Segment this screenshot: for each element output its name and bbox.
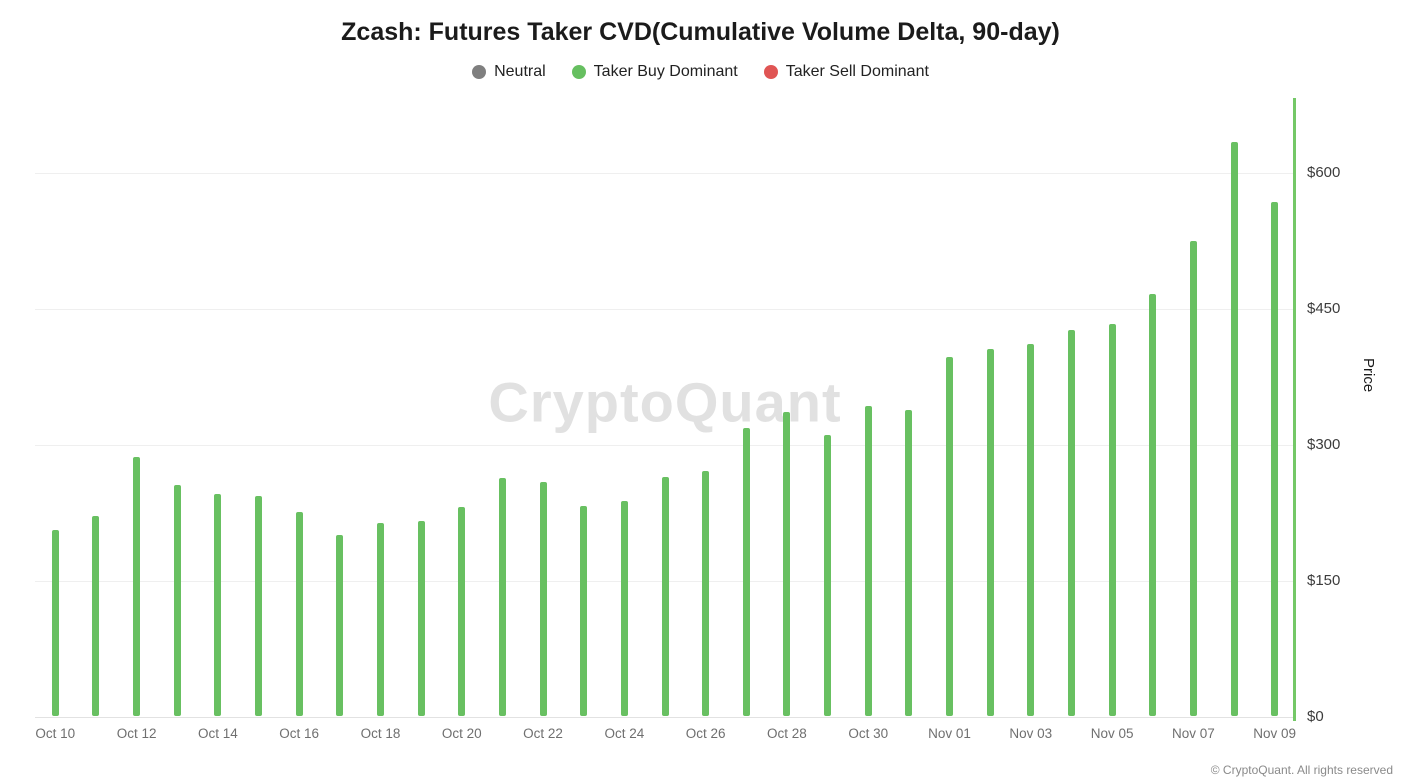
x-tick-nov-03: Nov 03 <box>1009 726 1053 741</box>
bar-oct-15[interactable] <box>255 496 263 716</box>
bar-oct-27[interactable] <box>742 428 750 716</box>
bar-oct-23[interactable] <box>580 505 588 716</box>
bar-oct-30[interactable] <box>864 405 872 716</box>
bar-oct-14[interactable] <box>214 493 222 716</box>
legend-item-taker-sell[interactable]: Taker Sell Dominant <box>763 63 929 81</box>
bar-oct-31[interactable] <box>905 410 913 716</box>
x-tick-oct-26: Oct 26 <box>685 726 726 741</box>
legend-label-taker-sell: Taker Sell Dominant <box>785 63 929 80</box>
bar-oct-11[interactable] <box>92 516 100 716</box>
bar-nov-09[interactable] <box>1271 201 1279 716</box>
gridline-300 <box>35 444 1295 446</box>
y-tick-150: $150 <box>1307 571 1341 589</box>
x-tick-oct-20: Oct 20 <box>441 726 482 741</box>
y-tick-300: $300 <box>1307 435 1341 453</box>
bar-nov-07[interactable] <box>1189 241 1197 716</box>
y-tick-450: $450 <box>1307 299 1341 317</box>
right-axis-line <box>1293 98 1296 721</box>
chart-plot: CryptoQuant <box>35 98 1296 721</box>
taker-sell-dot-icon <box>763 65 778 79</box>
y-tick-600: $600 <box>1307 163 1341 181</box>
bar-oct-29[interactable] <box>824 434 832 716</box>
x-tick-oct-22: Oct 22 <box>523 726 563 741</box>
bar-nov-03[interactable] <box>1027 344 1035 716</box>
legend-item-neutral[interactable]: Neutral <box>472 63 546 81</box>
x-tick-nov-01: Nov 01 <box>928 726 971 741</box>
legend: Neutral Taker Buy Dominant Taker Sell Do… <box>0 63 1401 81</box>
taker-buy-dot-icon <box>571 65 586 79</box>
bar-oct-20[interactable] <box>458 507 466 716</box>
bar-oct-25[interactable] <box>661 477 669 716</box>
legend-label-neutral: Neutral <box>494 63 546 80</box>
gridline-0 <box>35 717 1295 718</box>
y-tick-0: $0 <box>1307 708 1324 725</box>
bar-oct-16[interactable] <box>295 511 303 716</box>
legend-label-taker-buy: Taker Buy Dominant <box>593 63 738 80</box>
x-tick-nov-09: Nov 09 <box>1253 726 1297 741</box>
bar-oct-17[interactable] <box>336 534 344 716</box>
copyright: © CryptoQuant. All rights reserved <box>1210 763 1393 777</box>
bar-nov-01[interactable] <box>946 356 954 716</box>
bar-nov-04[interactable] <box>1067 330 1075 716</box>
x-tick-oct-30: Oct 30 <box>848 726 889 741</box>
bar-nov-06[interactable] <box>1149 294 1157 716</box>
x-tick-oct-24: Oct 24 <box>604 726 645 741</box>
x-tick-oct-10: Oct 10 <box>35 726 76 741</box>
y-axis-title: Price <box>1360 358 1377 393</box>
x-tick-nov-05: Nov 05 <box>1090 726 1134 741</box>
gridline-600 <box>35 172 1295 174</box>
neutral-dot-icon <box>472 65 487 79</box>
x-tick-oct-12: Oct 12 <box>116 726 157 741</box>
bar-nov-05[interactable] <box>1108 324 1116 716</box>
x-tick-nov-07: Nov 07 <box>1171 726 1215 741</box>
bar-oct-13[interactable] <box>173 484 181 716</box>
bar-oct-18[interactable] <box>376 522 384 716</box>
bar-oct-24[interactable] <box>620 500 628 716</box>
x-tick-oct-14: Oct 14 <box>198 726 238 741</box>
x-tick-oct-18: Oct 18 <box>360 726 401 741</box>
gridline-450 <box>35 308 1295 310</box>
bar-oct-26[interactable] <box>702 471 710 716</box>
chart-title: Zcash: Futures Taker CVD(Cumulative Volu… <box>341 18 1060 46</box>
bar-oct-12[interactable] <box>133 457 141 716</box>
bar-oct-28[interactable] <box>783 412 791 716</box>
bar-nov-02[interactable] <box>986 349 994 716</box>
x-tick-oct-16: Oct 16 <box>279 726 320 741</box>
bar-oct-19[interactable] <box>417 520 425 716</box>
legend-item-taker-buy[interactable]: Taker Buy Dominant <box>571 63 738 81</box>
bar-oct-22[interactable] <box>539 481 547 716</box>
x-tick-oct-28: Oct 28 <box>767 726 807 741</box>
bar-oct-21[interactable] <box>498 478 506 716</box>
bar-oct-10[interactable] <box>51 530 59 716</box>
bar-nov-08[interactable] <box>1230 141 1238 716</box>
